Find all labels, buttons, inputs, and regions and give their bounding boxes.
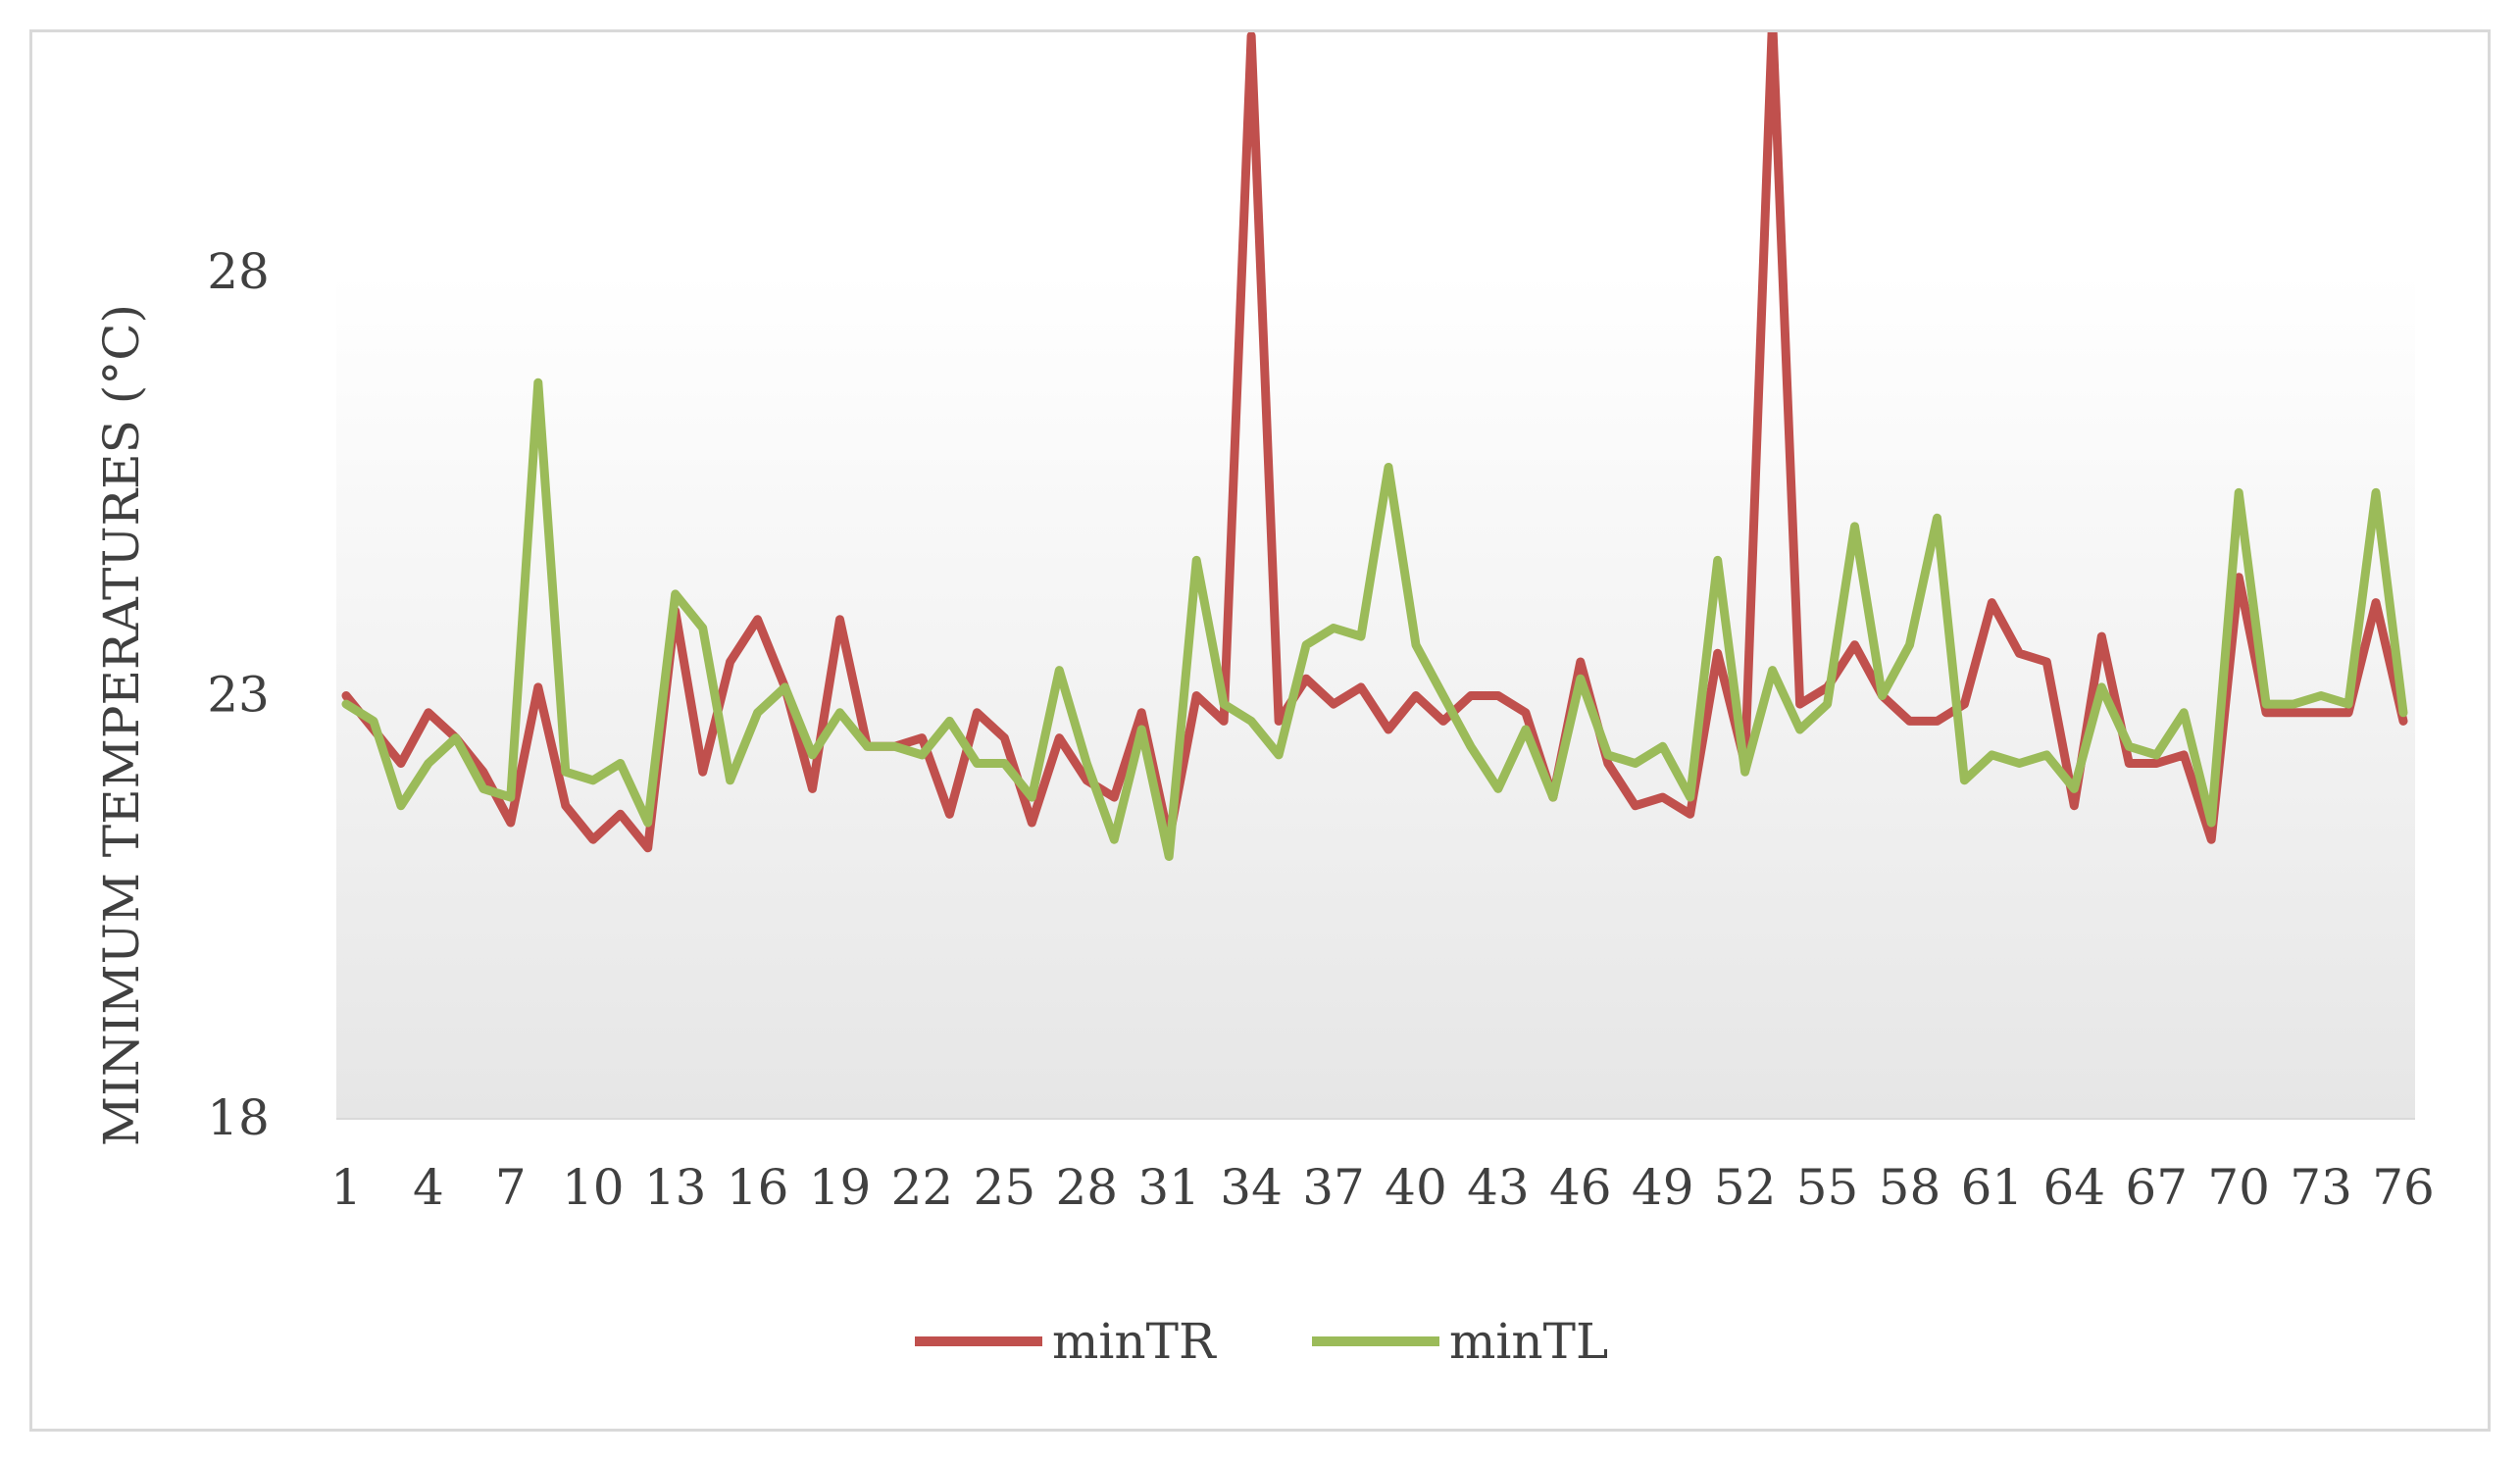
x-tick-label: 61 [1961,1159,2024,1216]
x-tick-labels: 1 4 7 10 13 16 19 22 25 28 31 34 37 40 43 46 49 52 55 58 61 6… [330,1159,2435,1216]
x-tick-label: 34 [1220,1159,1283,1216]
legend-label-mintl: minTL [1449,1313,1608,1370]
x-tick-label: 67 [2125,1159,2188,1216]
y-tick-label: 18 [207,1089,270,1146]
x-tick-label: 7 [495,1159,527,1216]
x-tick-label: 28 [1055,1159,1118,1216]
x-tick-label: 58 [1879,1159,1941,1216]
x-tick-label: 31 [1137,1159,1200,1216]
y-tick-label: 28 [207,243,270,300]
series-line-mintl [341,378,2408,861]
x-tick-label: 25 [974,1159,1036,1216]
x-tick-label: 22 [891,1159,954,1216]
series-layer [341,32,2408,861]
chart-frame: 18 23 28 1 4 7 10 13 16 19 22 25 28 31 34 37 40 43 46 49 52… [29,29,2491,1432]
legend-label-mintr: minTR [1052,1313,1217,1370]
x-tick-label: 4 [413,1159,444,1216]
x-tick-label: 13 [644,1159,707,1216]
x-tick-label: 64 [2043,1159,2106,1216]
x-tick-label: 73 [2290,1159,2352,1216]
line-chart: 18 23 28 1 4 7 10 13 16 19 22 25 28 31 34 37 40 43 46 49 52… [93,32,2435,1370]
x-tick-label: 70 [2207,1159,2270,1216]
x-tick-label: 49 [1632,1159,1694,1216]
plot-area [336,273,2415,1119]
x-tick-label: 43 [1467,1159,1530,1216]
x-tick-label: 19 [809,1159,872,1216]
y-tick-label: 23 [207,667,270,724]
series-line-mintr [341,32,2408,853]
y-tick-labels: 18 23 28 [207,243,270,1146]
x-tick-label: 37 [1302,1159,1365,1216]
x-tick-label: 55 [1796,1159,1859,1216]
x-tick-label: 46 [1549,1159,1612,1216]
x-tick-label: 16 [727,1159,789,1216]
x-tick-label: 52 [1714,1159,1777,1216]
x-tick-label: 10 [562,1159,625,1216]
x-tick-label: 76 [2372,1159,2435,1216]
legend: minTR minTL [915,1313,1608,1370]
x-tick-label: 40 [1385,1159,1447,1216]
x-tick-label: 1 [330,1159,362,1216]
y-axis-title: MINIMUM TEMPERATURES (°C) [93,304,150,1146]
